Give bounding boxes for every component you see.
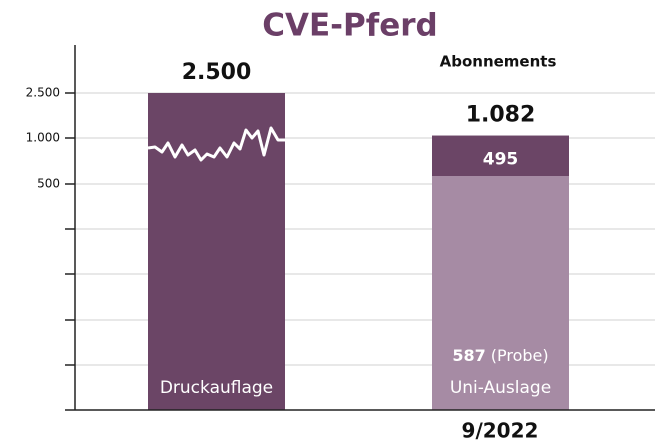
decoration-line [147, 126, 285, 162]
total-label: 1.082 [466, 103, 536, 128]
bars [75, 92, 655, 410]
subtitle: Abonnements [440, 53, 557, 71]
segment-note: (Probe) [491, 346, 549, 365]
total-label: 2.500 [182, 60, 252, 85]
y-tick-label: 1.000 [26, 131, 60, 145]
segment-value: 587 [452, 346, 485, 365]
bar-segment [432, 175, 569, 410]
y-tick-label: 500 [37, 177, 60, 191]
y-tick-label: 2.500 [26, 86, 60, 100]
bar-segment [432, 135, 569, 176]
segment-label: 495 [483, 150, 519, 170]
category-label: Druckauflage [160, 378, 273, 398]
segment-label: 587 (Probe) [452, 346, 548, 365]
category-label: Uni-Auslage [450, 378, 551, 398]
x-axis-label: 9/2022 [462, 419, 539, 443]
bar-segment [148, 93, 285, 410]
chart-title: CVE-Pferd [262, 8, 438, 44]
